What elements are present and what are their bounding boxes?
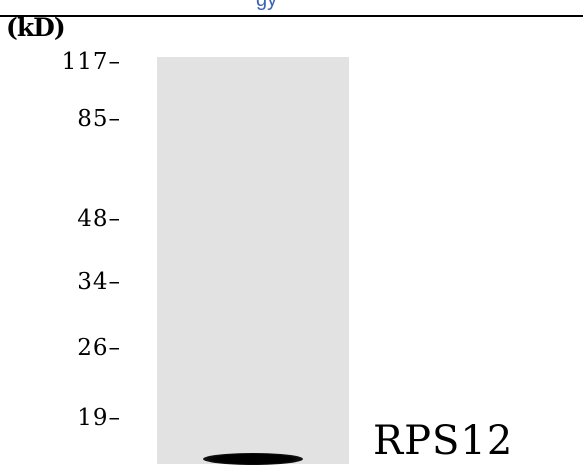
protein-band: [203, 453, 303, 465]
marker-117: 117–: [61, 49, 121, 75]
marker-85: 85–: [77, 106, 121, 132]
marker-48: 48–: [77, 206, 121, 232]
cropped-header-text: gy: [256, 0, 278, 11]
marker-19: 19–: [77, 405, 121, 431]
blot-lane: [157, 57, 349, 465]
marker-34: 34–: [77, 269, 121, 295]
unit-label: (kD): [6, 13, 66, 42]
protein-label: RPS12: [373, 418, 514, 464]
marker-26: 26–: [77, 335, 121, 361]
top-rule: [0, 15, 583, 17]
